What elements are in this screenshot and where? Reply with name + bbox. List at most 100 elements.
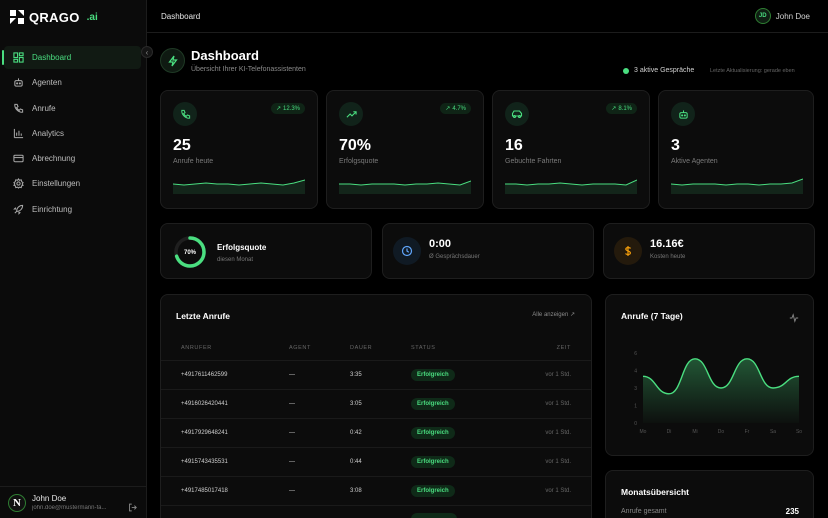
- sidebar-item-label: Dashboard: [32, 53, 72, 62]
- trend-badge: ↗ 4.7%: [440, 103, 471, 114]
- recent-calls-card: Letzte Anrufe Alle anzeigen ↗ ANRUFER AG…: [160, 294, 592, 518]
- breadcrumb: Dashboard: [161, 12, 201, 21]
- sidebar-item-agenten[interactable]: Agenten: [4, 71, 141, 94]
- sidebar: QRAGO .ai Dashboard Agenten Anrufe Ana: [0, 0, 147, 518]
- stat-value: 16: [505, 137, 523, 154]
- table-row[interactable]: +4916026420441 — 3:05 Erfolgreich vor 1 …: [161, 389, 591, 418]
- sidebar-item-abrechnung[interactable]: Abrechnung: [4, 147, 141, 170]
- table-row[interactable]: +4917929648241 — 0:42 Erfolgreich vor 1 …: [161, 418, 591, 447]
- status-badge: Erfolgreich: [411, 398, 455, 410]
- stat-card-success[interactable]: ↗ 4.7% 70% Erfolgsquote: [326, 90, 484, 209]
- lightning-icon: [160, 48, 185, 73]
- sidebar-item-einstellungen[interactable]: Einstellungen: [4, 172, 141, 195]
- col-header-status[interactable]: STATUS: [411, 345, 436, 351]
- sparkline-area: [671, 179, 803, 194]
- logout-icon[interactable]: [128, 499, 137, 517]
- calls-chart-card: Anrufe (7 Tage) 0 1 3 4 6 Mo Di Mi Do Fr Sa So: [605, 294, 814, 456]
- sidebar-item-label: Abrechnung: [32, 154, 76, 164]
- sparkline: [173, 179, 305, 194]
- sparkline: [505, 179, 637, 194]
- user-name: John Doe: [32, 494, 67, 503]
- success-title: Erfolgsquote: [217, 243, 267, 252]
- duration-cell: 3:35: [350, 372, 362, 378]
- x-tick-label: Fr: [745, 429, 750, 435]
- sidebar-item-anrufe[interactable]: Anrufe: [4, 97, 141, 120]
- stat-label: Aktive Agenten: [671, 158, 718, 165]
- table-row[interactable]: +4917611462599 — 3:35 Erfolgreich vor 1 …: [161, 360, 591, 389]
- top-user-menu[interactable]: JD John Doe: [754, 8, 810, 24]
- stat-card-calls[interactable]: ↗ 12.3% 25 Anrufe heute: [160, 90, 318, 209]
- stat-card-rides[interactable]: ↗ 8.1% 16 Gebuchte Fahrten: [492, 90, 650, 209]
- sidebar-item-dashboard[interactable]: Dashboard: [2, 46, 141, 69]
- section-title: Monatsübersicht: [621, 487, 690, 497]
- total-calls-label: Anrufe gesamt: [621, 508, 667, 515]
- sidebar-nav: Dashboard Agenten Anrufe Analytics Abrec…: [2, 46, 141, 223]
- duration-cell: 3:05: [350, 401, 362, 407]
- sidebar-item-einrichtung[interactable]: Einrichtung: [4, 198, 141, 221]
- activity-icon[interactable]: [789, 310, 799, 328]
- total-calls-value: 235: [785, 507, 799, 516]
- stat-value: 25: [173, 137, 191, 154]
- sparkline-line: [339, 180, 471, 186]
- status-badge: [411, 513, 457, 518]
- sparkline-area: [339, 181, 471, 194]
- sidebar-item-label: Analytics: [32, 128, 65, 138]
- agent-cell: —: [289, 459, 295, 465]
- trend-badge: ↗ 12.3%: [270, 103, 305, 114]
- y-tick-label: 4: [634, 369, 637, 375]
- y-tick-label: 1: [634, 404, 637, 410]
- area-chart: 0 1 3 4 6 Mo Di Mi Do Fr Sa So: [634, 351, 802, 435]
- sidebar-item-label: Agenten: [32, 78, 62, 88]
- sparkline-area: [505, 180, 637, 194]
- arrow-up-right-icon: ↗: [445, 106, 451, 112]
- x-tick-label: Mi: [692, 429, 697, 435]
- success-rate-card[interactable]: 70% Erfolgsquote diesen Monat: [160, 223, 372, 279]
- col-header-agent[interactable]: AGENT: [289, 345, 311, 351]
- table-row[interactable]: +4917485017418 — 3:08 Erfolgreich vor 1 …: [161, 476, 591, 505]
- y-tick-label: 0: [634, 421, 637, 427]
- table-row[interactable]: [161, 505, 591, 518]
- x-tick-label: So: [796, 429, 802, 435]
- trend-value: 4.7%: [452, 105, 466, 112]
- x-tick-label: Di: [667, 429, 672, 435]
- cost-value: 16.16€: [650, 238, 684, 250]
- collapse-sidebar-button[interactable]: ‹: [141, 46, 153, 58]
- topbar: Dashboard JD John Doe: [147, 0, 828, 33]
- status-badge: Erfolgreich: [411, 427, 455, 439]
- sparkline: [671, 178, 803, 194]
- trend-badge: ↗ 8.1%: [606, 103, 637, 114]
- page-subtitle: Übersicht Ihrer KI-Telefonassistenten: [191, 66, 306, 73]
- sparkline-area: [173, 180, 305, 194]
- duration-card[interactable]: 0:00 Ø Gesprächsdauer: [382, 223, 594, 279]
- monthly-overview-card: Monatsübersicht Anrufe gesamt 235: [605, 470, 814, 518]
- caller-cell: +4917929648241: [181, 430, 228, 436]
- bot-icon: [12, 77, 24, 89]
- view-all-link[interactable]: Alle anzeigen ↗: [532, 311, 575, 318]
- dollar-icon: [614, 237, 642, 265]
- duration-cell: 3:08: [350, 488, 362, 494]
- ring-label: 70%: [184, 250, 197, 256]
- credit-card-icon: [12, 153, 24, 165]
- dashboard-icon: [12, 52, 24, 64]
- stat-value: 70%: [339, 137, 372, 154]
- stat-card-agents[interactable]: 3 Aktive Agenten: [658, 90, 814, 209]
- brand-logo[interactable]: QRAGO .ai: [9, 9, 98, 25]
- stat-label: Erfolgsquote: [339, 158, 379, 165]
- sidebar-user[interactable]: N John Doe john.doe@mustermann-fa...: [0, 486, 147, 518]
- col-header-time[interactable]: ZEIT: [556, 345, 571, 351]
- sidebar-item-analytics[interactable]: Analytics: [4, 122, 141, 145]
- cost-card[interactable]: 16.16€ Kosten heute: [603, 223, 815, 279]
- sparkline-line: [671, 178, 803, 186]
- status-badge: Erfolgreich: [411, 369, 455, 381]
- active-calls-indicator: 3 aktive Gespräche: [623, 67, 694, 74]
- col-header-duration[interactable]: DAUER: [350, 345, 373, 351]
- caller-cell: +4915743435531: [181, 459, 228, 465]
- table-row[interactable]: +4915743435531 — 0:44 Erfolgreich vor 1 …: [161, 447, 591, 476]
- arrow-up-right-icon: ↗: [275, 106, 281, 112]
- cost-label: Kosten heute: [650, 254, 686, 260]
- col-header-caller[interactable]: ANRUFER: [181, 345, 212, 351]
- stat-label: Gebuchte Fahrten: [505, 158, 562, 165]
- phone-icon: [12, 102, 24, 114]
- section-title: Letzte Anrufe: [176, 311, 230, 321]
- sparkline: [339, 180, 471, 194]
